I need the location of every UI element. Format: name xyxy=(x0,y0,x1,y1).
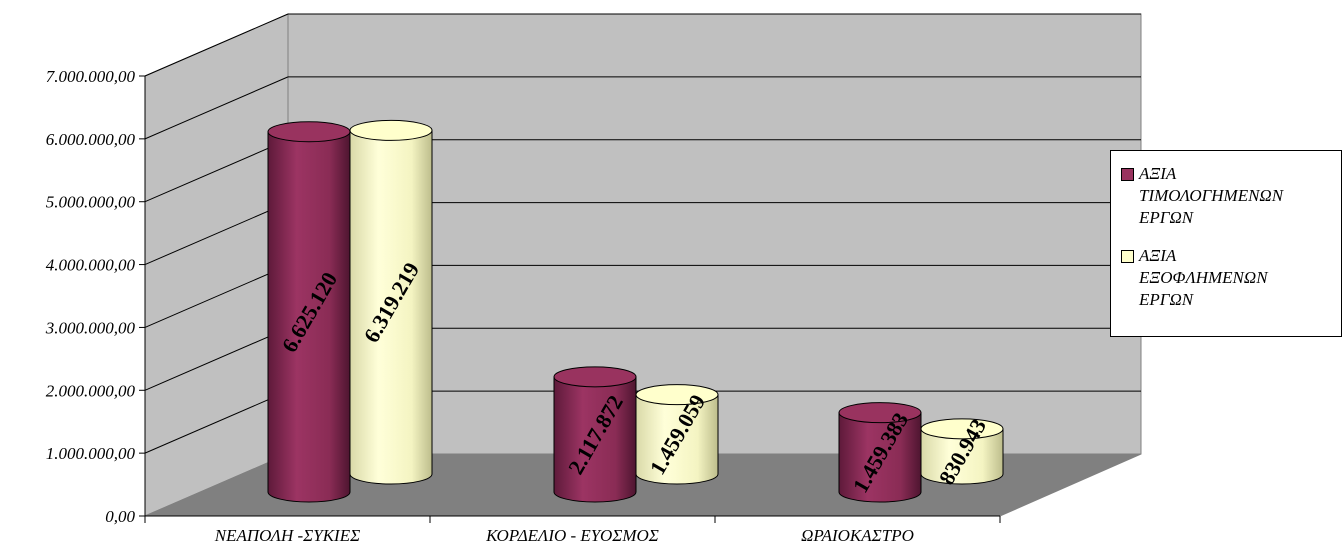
y-tick-label: 4.000.000,00 xyxy=(46,256,136,275)
gridline xyxy=(144,202,289,266)
bar-body xyxy=(553,376,637,503)
y-tick-label: 1.000.000,00 xyxy=(46,444,136,463)
bar-top xyxy=(553,366,637,388)
gridline xyxy=(144,76,289,140)
bar-group: 1.459.059 xyxy=(635,384,719,485)
y-tick-label: 2.000.000,00 xyxy=(46,381,136,400)
bar-body xyxy=(267,131,351,503)
bar-group: 6.625.120 xyxy=(267,121,351,503)
y-tick-label: 7.000.000,00 xyxy=(46,67,136,86)
gridline xyxy=(144,390,289,454)
y-tick-label: 3.000.000,00 xyxy=(45,318,136,337)
side-wall xyxy=(144,13,289,517)
category-label: ΩΡΑΙΟΚΑΣΤΡΟ xyxy=(801,526,914,545)
bar-top xyxy=(920,418,1004,440)
category-label: ΚΟΡΔΕΛΙΟ - ΕΥΟΣΜΟΣ xyxy=(485,526,659,545)
bar-top xyxy=(635,384,719,406)
y-tick-label: 6.000.000,00 xyxy=(46,130,136,149)
legend-swatch-paid xyxy=(1121,250,1134,263)
legend-label-paid: ΑΞΙΑ ΕΞΟΦΛΗΜΕΝΩΝ ΕΡΓΩΝ xyxy=(1139,246,1268,309)
legend-item: ΑΞΙΑ ΤΙΜΟΛΟΓΗΜΕΝΩΝ ΕΡΓΩΝ xyxy=(1121,163,1335,229)
gridline xyxy=(144,13,289,77)
bar-top xyxy=(267,121,351,143)
legend-label-invoiced: ΑΞΙΑ ΤΙΜΟΛΟΓΗΜΕΝΩΝ ΕΡΓΩΝ xyxy=(1139,164,1284,227)
gridline xyxy=(144,264,289,328)
bar-group: 830.943 xyxy=(920,414,1004,489)
bar-group: 6.319.219 xyxy=(349,119,433,485)
bar-body xyxy=(838,412,922,503)
category-label: ΝΕΑΠΟΛΗ -ΣΥΚΙΕΣ xyxy=(214,526,360,545)
legend-item: ΑΞΙΑ ΕΞΟΦΛΗΜΕΝΩΝ ΕΡΓΩΝ xyxy=(1121,245,1335,311)
legend: ΑΞΙΑ ΤΙΜΟΛΟΓΗΜΕΝΩΝ ΕΡΓΩΝ ΑΞΙΑ ΕΞΟΦΛΗΜΕΝΩ… xyxy=(1110,150,1342,337)
bar-top xyxy=(838,402,922,424)
bar-group: 2.117.872 xyxy=(553,366,637,503)
bar-body xyxy=(635,394,719,485)
y-tick-label: 5.000.000,00 xyxy=(46,193,136,212)
legend-swatch-invoiced xyxy=(1121,168,1134,181)
bar-group: 1.459.383 xyxy=(838,402,922,503)
gridline xyxy=(144,139,289,203)
bar-top xyxy=(349,119,433,141)
bar-body xyxy=(349,129,433,485)
y-tick-label: 0,00 xyxy=(105,507,135,526)
bar-body xyxy=(920,428,1004,485)
gridline xyxy=(144,327,289,391)
